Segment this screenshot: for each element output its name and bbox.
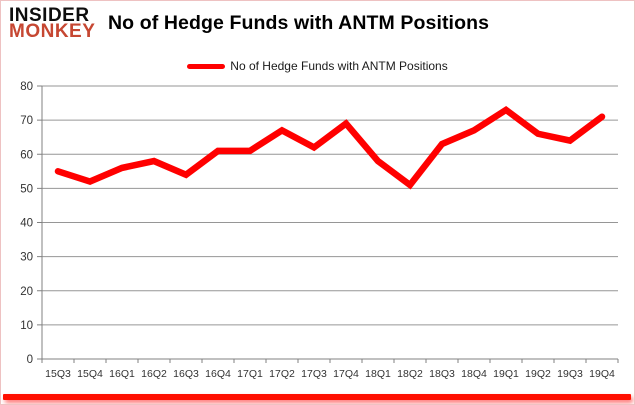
svg-text:16Q1: 16Q1 <box>109 368 135 380</box>
svg-text:18Q1: 18Q1 <box>365 368 391 380</box>
gridlines <box>42 85 618 326</box>
svg-text:50: 50 <box>20 183 33 195</box>
chart-legend: No of Hedge Funds with ANTM Positions <box>1 57 634 75</box>
x-axis-labels: 15Q3 15Q4 16Q1 16Q2 16Q3 16Q4 17Q1 17Q2 17Q3 17Q4… <box>45 368 615 380</box>
svg-text:19Q1: 19Q1 <box>493 368 519 380</box>
svg-text:18Q3: 18Q3 <box>429 368 455 380</box>
svg-text:16Q4: 16Q4 <box>205 368 231 380</box>
svg-text:19Q4: 19Q4 <box>589 368 615 380</box>
svg-text:17Q3: 17Q3 <box>301 368 327 380</box>
svg-text:16Q3: 16Q3 <box>173 368 199 380</box>
legend-line-swatch <box>187 63 226 69</box>
svg-text:18Q4: 18Q4 <box>461 368 487 380</box>
svg-text:30: 30 <box>20 252 33 264</box>
insider-monkey-logo: INSIDER MONKEY <box>9 5 96 42</box>
svg-text:70: 70 <box>20 115 33 127</box>
svg-text:17Q2: 17Q2 <box>269 368 295 380</box>
series-line <box>54 105 606 190</box>
legend-label: No of Hedge Funds with ANTM Positions <box>230 59 448 73</box>
svg-text:17Q4: 17Q4 <box>333 368 359 380</box>
svg-text:0: 0 <box>27 354 33 366</box>
y-axis-labels: 0 10 20 30 40 50 60 70 80 <box>20 81 33 366</box>
svg-text:18Q2: 18Q2 <box>397 368 423 380</box>
logo-text-monkey: MONKEY <box>9 20 96 42</box>
logo-text-insider: INSIDER <box>9 5 90 26</box>
svg-text:17Q1: 17Q1 <box>237 368 263 380</box>
svg-text:15Q3: 15Q3 <box>45 368 71 380</box>
chart-title: No of Hedge Funds with ANTM Positions <box>108 12 490 34</box>
svg-text:16Q2: 16Q2 <box>141 368 167 380</box>
svg-text:60: 60 <box>20 149 33 161</box>
svg-text:19Q3: 19Q3 <box>557 368 583 380</box>
svg-text:40: 40 <box>20 218 33 230</box>
svg-text:10: 10 <box>20 320 33 332</box>
tick-marks <box>37 85 619 363</box>
frame-bottom-glow <box>3 394 631 400</box>
svg-text:80: 80 <box>20 81 33 93</box>
svg-text:19Q2: 19Q2 <box>525 368 551 380</box>
svg-text:20: 20 <box>20 286 33 298</box>
svg-text:15Q4: 15Q4 <box>77 368 103 380</box>
